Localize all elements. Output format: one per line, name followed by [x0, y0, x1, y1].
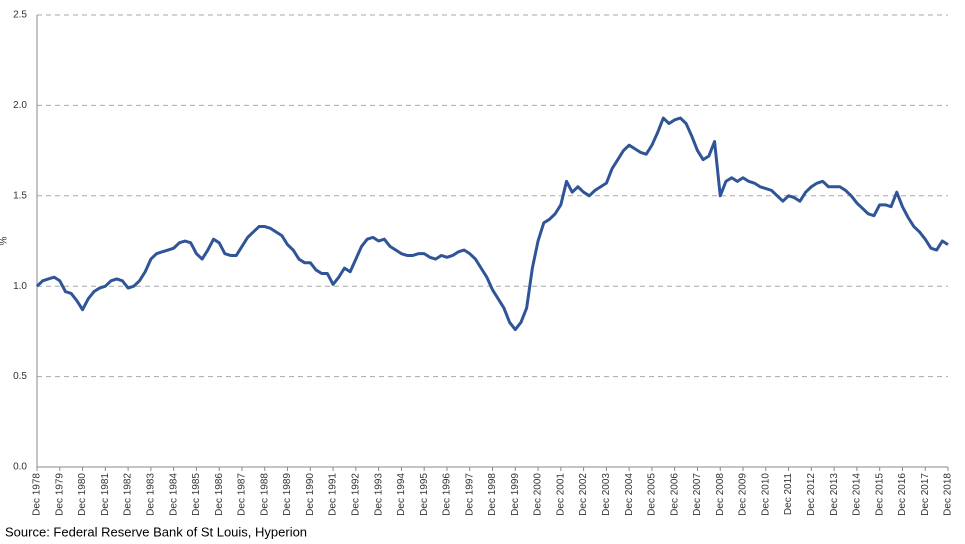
source-note: Source: Federal Reserve Bank of St Louis…	[5, 524, 307, 539]
x-tick-label: Dec 2013	[829, 473, 840, 516]
y-tick-label: 2.5	[13, 10, 27, 21]
x-tick-label: Dec 1980	[77, 473, 88, 516]
x-tick-label: Dec 2003	[601, 473, 612, 516]
x-tick-label: Dec 2015	[874, 473, 885, 516]
data-line	[35, 116, 949, 332]
x-tick-label: Dec 2009	[738, 473, 749, 516]
y-tick-label: 0.0	[13, 462, 27, 473]
x-tick-label: Dec 1978	[32, 473, 43, 516]
x-tick-label: Dec 1989	[282, 473, 293, 516]
y-tick-label: 0.5	[13, 371, 27, 382]
x-tick-label: Dec 2008	[715, 473, 726, 516]
x-tick-label: Dec 2001	[555, 473, 566, 516]
x-tick-label: Dec 1983	[146, 473, 157, 516]
x-tick-label: Dec 2006	[669, 473, 680, 516]
x-tick-label: Dec 1990	[305, 473, 316, 516]
x-tick-label: Dec 1985	[191, 473, 202, 516]
x-tick-label: Dec 1996	[442, 473, 453, 516]
x-tick-label: Dec 1979	[54, 473, 65, 516]
x-tick-label: Dec 2004	[624, 473, 635, 516]
x-tick-label: Dec 1998	[487, 473, 498, 516]
x-tick-label: Dec 1999	[510, 473, 521, 516]
x-tick-label: Dec 1982	[123, 473, 134, 516]
x-tick-label: Dec 1981	[100, 473, 111, 516]
x-tick-label: Dec 2014	[852, 473, 863, 516]
x-tick-label: Dec 2016	[897, 473, 908, 516]
x-tick-label: Dec 1997	[464, 473, 475, 516]
x-tick-label: Dec 2012	[806, 473, 817, 516]
y-tick-label: 1.0	[13, 281, 27, 292]
y-tick-label: 2.0	[13, 100, 27, 111]
x-tick-label: Dec 2011	[783, 473, 794, 516]
y-tick-label: 1.5	[13, 190, 27, 201]
x-tick-label: Dec 2010	[760, 473, 771, 516]
x-tick-label: Dec 2000	[533, 473, 544, 516]
x-tick-label: Dec 1991	[328, 473, 339, 516]
x-tick-label: Dec 1994	[396, 473, 407, 516]
x-tick-label: Dec 1995	[419, 473, 430, 516]
x-tick-label: Dec 1992	[350, 473, 361, 516]
x-tick-label: Dec 2018	[943, 473, 954, 516]
x-tick-label: Dec 1993	[373, 473, 384, 516]
x-tick-label: Dec 2017	[920, 473, 931, 516]
x-tick-label: Dec 1986	[214, 473, 225, 516]
y-axis-label: %	[0, 236, 10, 245]
x-tick-label: Dec 1988	[259, 473, 270, 516]
x-tick-label: Dec 1987	[237, 473, 248, 516]
x-tick-label: Dec 2005	[647, 473, 658, 516]
x-tick-label: Dec 2002	[578, 473, 589, 516]
x-tick-label: Dec 1984	[168, 473, 179, 516]
x-tick-label: Dec 2007	[692, 473, 703, 516]
